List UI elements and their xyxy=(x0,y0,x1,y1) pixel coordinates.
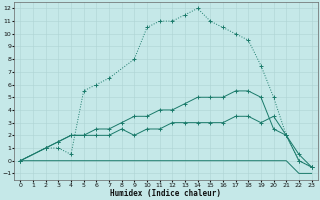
X-axis label: Humidex (Indice chaleur): Humidex (Indice chaleur) xyxy=(110,189,221,198)
